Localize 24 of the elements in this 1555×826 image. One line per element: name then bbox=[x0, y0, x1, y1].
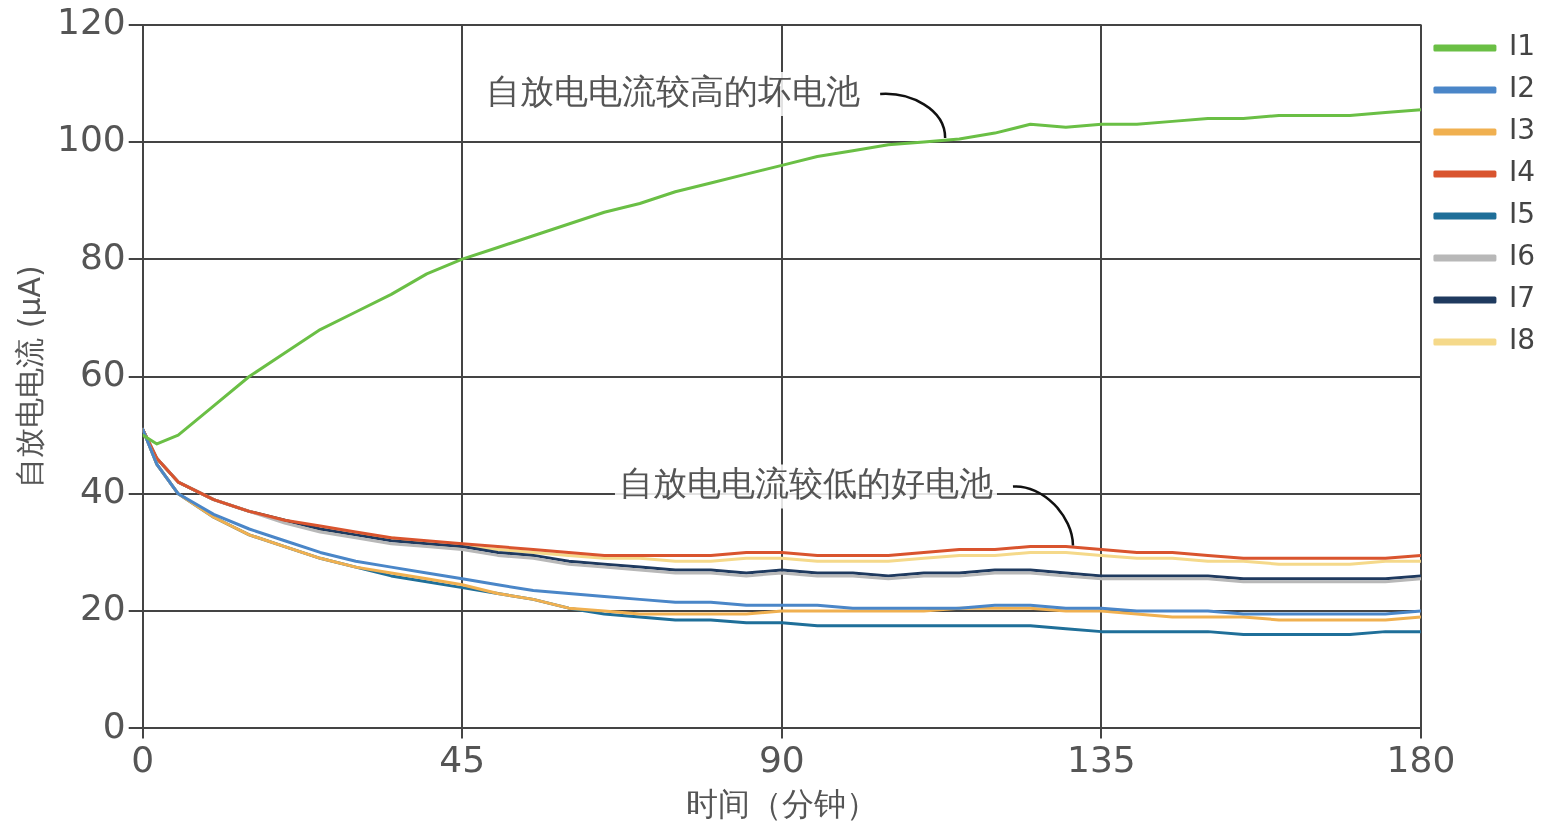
x-tick-label: 45 bbox=[439, 739, 486, 781]
legend-label: I5 bbox=[1508, 197, 1536, 231]
legend-label: I3 bbox=[1508, 113, 1536, 147]
legend-label: I7 bbox=[1508, 281, 1536, 315]
legend-label: I4 bbox=[1508, 155, 1536, 189]
y-axis-title: 自放电电流 (μA) bbox=[11, 265, 47, 488]
x-tick-label: 90 bbox=[758, 739, 805, 781]
y-tick-label: 0 bbox=[102, 704, 126, 746]
legend-label: I2 bbox=[1508, 71, 1536, 105]
y-tick-label: 20 bbox=[79, 587, 126, 629]
y-tick-label: 40 bbox=[79, 470, 126, 512]
y-tick-label: 60 bbox=[79, 352, 126, 394]
legend-label: I8 bbox=[1508, 323, 1536, 357]
x-tick-label: 180 bbox=[1386, 739, 1456, 781]
annotation: 自放电电流较低的好电池 bbox=[618, 463, 993, 504]
y-tick-label: 120 bbox=[56, 0, 126, 42]
y-tick-label: 100 bbox=[56, 118, 126, 160]
x-tick-label: 0 bbox=[131, 739, 155, 781]
legend-label: I1 bbox=[1508, 29, 1536, 63]
x-tick-label: 135 bbox=[1067, 739, 1136, 781]
y-tick-label: 80 bbox=[79, 235, 126, 277]
annotation: 自放电电流较高的坏电池 bbox=[486, 70, 861, 111]
x-axis-title: 时间（分钟） bbox=[685, 785, 878, 824]
legend-label: I6 bbox=[1508, 239, 1536, 273]
